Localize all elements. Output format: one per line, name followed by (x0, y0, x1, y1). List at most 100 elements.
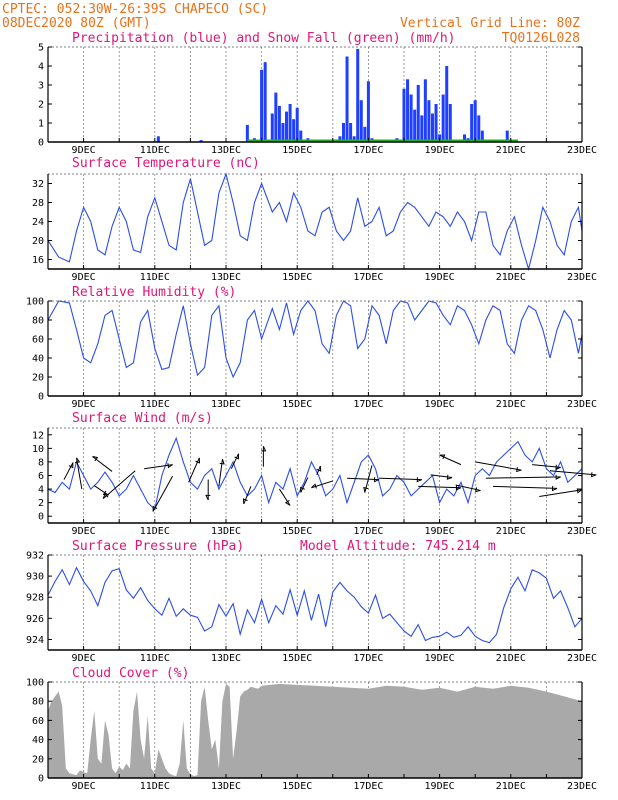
x-tick-label: 21DEC (496, 653, 526, 664)
y-tick-label: 932 (26, 551, 44, 562)
y-tick-label: 100 (26, 297, 44, 308)
wind-arrowhead (439, 454, 446, 460)
x-tick-label: 17DEC (353, 399, 383, 410)
precip-bar (345, 56, 349, 142)
x-tick-label: 9DEC (72, 272, 96, 283)
wind-arrowhead (152, 505, 158, 512)
y-tick-label: 24 (32, 217, 44, 228)
precip-bar (366, 81, 370, 142)
precip-bar (402, 88, 406, 142)
x-tick-label: 9DEC (72, 526, 96, 537)
precip-bar (423, 79, 427, 142)
y-tick-label: 930 (26, 572, 44, 583)
header-code: TQ0126L028 (502, 31, 580, 46)
wind-arrowhead (316, 465, 322, 472)
precip-bar (270, 113, 274, 142)
precip-bar (427, 100, 431, 142)
y-tick-label: 80 (32, 316, 44, 327)
x-tick-label: 9DEC (72, 145, 96, 156)
y-tick-label: 2 (38, 100, 44, 111)
precip-bar (477, 115, 481, 142)
y-tick-label: 16 (32, 255, 44, 266)
wind-arrow (92, 456, 113, 472)
y-tick-label: 20 (32, 236, 44, 247)
wind-arrow (75, 457, 83, 490)
y-tick-label: 32 (32, 179, 44, 190)
y-tick-label: 2 (38, 498, 44, 509)
x-tick-label: 15DEC (282, 781, 312, 792)
y-tick-label: 928 (26, 593, 44, 604)
wind-arrowhead (167, 463, 173, 469)
wind-arrowhead (555, 474, 561, 480)
x-tick-label: 9DEC (72, 781, 96, 792)
wind-arrow (94, 485, 109, 496)
wind-arrow (379, 477, 422, 481)
x-tick-label: 19DEC (425, 781, 455, 792)
wind-arrowhead (195, 457, 201, 464)
x-tick-label: 19DEC (425, 399, 455, 410)
header-location: CPTEC: 052:30W-26:39S CHAPECO (SC) (2, 2, 268, 17)
precip-bar (285, 111, 289, 142)
y-tick-label: 0 (38, 392, 44, 403)
pressure-subtitle: Model Altitude: 745.214 m (300, 539, 496, 554)
wind-arrowhead (446, 474, 453, 480)
precip-bar (260, 69, 264, 142)
wind-arrow (230, 453, 239, 469)
temp-title: Surface Temperature (nC) (72, 156, 260, 171)
y-tick-label: 4 (38, 62, 44, 73)
y-tick-label: 3 (38, 81, 44, 92)
precip-bar (480, 130, 484, 142)
x-tick-label: 15DEC (282, 272, 312, 283)
y-tick-label: 20 (32, 754, 44, 765)
precip-bar (349, 123, 353, 142)
rh-line (47, 300, 583, 379)
precip-bar (441, 94, 445, 142)
y-tick-label: 40 (32, 354, 44, 365)
precip-bar (470, 104, 474, 142)
wind-arrowhead (68, 462, 74, 469)
pressure-line (47, 566, 583, 644)
y-tick-label: 5 (38, 43, 44, 54)
wind-arrow (347, 477, 380, 481)
x-tick-label: 19DEC (425, 145, 455, 156)
wind-arrow (430, 474, 453, 479)
wind-arrowhead (416, 477, 423, 483)
wind-arrowhead (311, 483, 317, 489)
wind-arrowhead (590, 472, 597, 478)
wind-arrow (300, 477, 309, 493)
precip-bar (473, 100, 477, 142)
cloud-title: Cloud Cover (%) (72, 666, 189, 681)
temp-panel: 16 20 24 28 32 9DEC 11DEC 13DEC 15DEC 17DEC 19DEC 2… (32, 156, 597, 283)
precip-bar (413, 109, 417, 142)
x-tick-label: 19DEC (425, 653, 455, 664)
precip-bar (199, 140, 203, 142)
precip-bar (445, 66, 449, 142)
wind-arrow (439, 454, 462, 466)
wind-arrowhead (300, 486, 305, 493)
wind-arrowhead (576, 488, 583, 494)
y-tick-label: 0 (38, 512, 44, 523)
wind-arrow (278, 488, 291, 506)
x-tick-label: 13DEC (211, 399, 241, 410)
pressure-panel: 924 926 928 930 932 9DEC 11DEC 13DEC 15DEC 17DEC 1… (26, 539, 597, 664)
x-tick-label: 13DEC (211, 145, 241, 156)
precip-bar (245, 124, 249, 142)
x-tick-label: 11DEC (140, 526, 170, 537)
wind-arrowhead (234, 453, 239, 460)
wind-arrow (539, 489, 583, 498)
y-tick-label: 0 (38, 774, 44, 785)
precip-bar (463, 134, 467, 142)
y-tick-label: 20 (32, 373, 44, 384)
wind-arrow (243, 486, 252, 505)
wind-line (47, 436, 583, 511)
wind-arrowhead (92, 456, 99, 462)
precip-bar (420, 115, 424, 142)
y-tick-label: 100 (26, 678, 44, 689)
wind-arrowhead (475, 487, 481, 493)
y-tick-label: 10 (32, 444, 44, 455)
x-tick-label: 21DEC (496, 272, 526, 283)
x-tick-label: 17DEC (353, 526, 383, 537)
x-tick-label: 19DEC (425, 272, 455, 283)
precip-bar (430, 113, 434, 142)
y-tick-label: 4 (38, 485, 44, 496)
